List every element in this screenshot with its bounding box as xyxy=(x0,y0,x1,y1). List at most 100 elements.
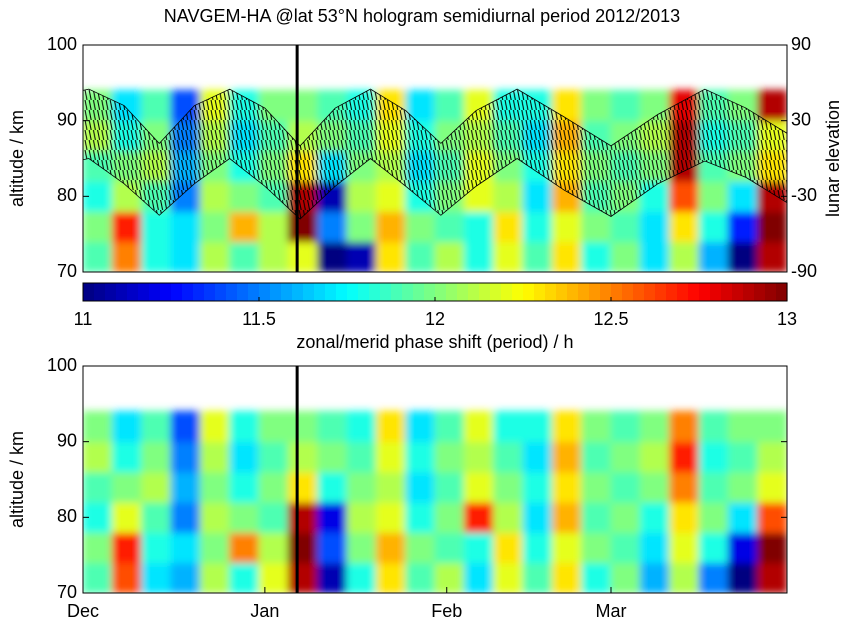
colorbar-step xyxy=(721,283,733,301)
heatmap-cell xyxy=(170,410,201,443)
heatmap-cell xyxy=(287,241,319,272)
heatmap-cell xyxy=(405,501,436,533)
colorbar-step xyxy=(347,283,359,301)
heatmap-cell xyxy=(141,501,172,533)
heatmap-cell xyxy=(111,501,143,533)
colorbar-tick-label: 12 xyxy=(425,309,445,329)
heatmap-cell xyxy=(405,441,436,473)
heatmap-cell xyxy=(698,410,729,443)
heatmap-cell xyxy=(199,562,231,593)
colorbar-step xyxy=(589,283,601,301)
colorbar-step xyxy=(270,283,282,301)
heatmap-cell xyxy=(493,471,524,503)
heatmap-cell xyxy=(463,210,495,243)
heatmap-cell xyxy=(405,210,436,243)
heatmap-cell xyxy=(375,531,407,564)
heatmap-cell xyxy=(434,471,465,503)
y-tick-label: 90 xyxy=(57,109,77,129)
heatmap-cell xyxy=(639,562,671,593)
heatmap-cell xyxy=(346,562,377,593)
heatmap-cell xyxy=(698,531,729,564)
y-axis-label: altitude / km xyxy=(7,110,27,207)
heatmap-cell xyxy=(199,531,231,564)
heatmap-cell xyxy=(375,562,407,593)
colorbar-step xyxy=(545,283,557,301)
heatmap-cell xyxy=(287,562,319,593)
heatmap-cell xyxy=(522,501,553,533)
heatmap-cell xyxy=(698,441,729,473)
heatmap-cell xyxy=(669,410,700,443)
colorbar-step xyxy=(380,283,392,301)
heatmap-cell xyxy=(405,410,436,443)
heatmap-cell xyxy=(317,241,348,272)
heatmap-cell xyxy=(258,501,289,533)
y-tick-label: 70 xyxy=(57,261,77,281)
heatmap-cell xyxy=(669,210,700,243)
colorbar-step xyxy=(369,283,381,301)
colorbar-step xyxy=(160,283,172,301)
heatmap-cell xyxy=(434,410,465,443)
colorbar-tick-label: 12.5 xyxy=(593,309,628,329)
plot-frame xyxy=(82,44,788,273)
heatmap-cell xyxy=(669,241,700,272)
heatmap-cell xyxy=(258,441,289,473)
colorbar-step xyxy=(292,283,304,301)
heatmap-cell xyxy=(258,531,289,564)
heatmap-cell xyxy=(669,501,700,533)
colorbar-step xyxy=(556,283,568,301)
heatmap-cell xyxy=(229,531,260,564)
heatmap-cell xyxy=(581,210,612,243)
heatmap-cell xyxy=(639,410,671,443)
heatmap-cell xyxy=(610,562,641,593)
heatmap-cell xyxy=(493,210,524,243)
chart-title: NAVGEM-HA @lat 53°N hologram semidiurnal… xyxy=(164,6,680,26)
colorbar-step xyxy=(754,283,766,301)
heatmap-cell xyxy=(83,562,113,593)
heatmap-cell xyxy=(581,441,612,473)
heatmap-cell xyxy=(199,501,231,533)
x-tick-label: Mar xyxy=(596,601,627,621)
heatmap-cell xyxy=(610,501,641,533)
y-tick-label: 80 xyxy=(57,185,77,205)
colorbar-step xyxy=(512,283,524,301)
heatmap-cell xyxy=(493,562,524,593)
heatmap-cell xyxy=(669,562,700,593)
heatmap-cell xyxy=(610,471,641,503)
heatmap-clip xyxy=(83,88,787,272)
heatmap-cell xyxy=(346,410,377,443)
heatmap-cell xyxy=(493,441,524,473)
colorbar-step xyxy=(83,283,95,301)
colorbar-step xyxy=(94,283,106,301)
y-tick-label: 70 xyxy=(57,582,77,602)
heatmap-cell xyxy=(698,471,729,503)
heatmap-cell xyxy=(170,471,201,503)
heatmap-cell xyxy=(522,441,553,473)
heatmap-cell xyxy=(170,501,201,533)
heatmap-cell xyxy=(727,562,759,593)
heatmap-cell xyxy=(199,471,231,503)
colorbar-step xyxy=(325,283,337,301)
heatmap-cell xyxy=(287,531,319,564)
heatmap-cell xyxy=(727,441,759,473)
heatmap-cell xyxy=(375,210,407,243)
heatmap-cell xyxy=(757,562,787,593)
heatmap-cell xyxy=(111,210,143,243)
colorbar-step xyxy=(204,283,216,301)
y-axis-label: altitude / km xyxy=(7,431,27,528)
colorbar-step xyxy=(116,283,128,301)
heatmap-cell xyxy=(581,531,612,564)
heatmap-cell xyxy=(639,531,671,564)
y2-tick-label: -90 xyxy=(791,261,817,281)
heatmap-cell xyxy=(669,531,700,564)
heatmap-cell xyxy=(434,501,465,533)
heatmap-cell xyxy=(727,501,759,533)
heatmap-cell xyxy=(405,241,436,272)
colorbar-step xyxy=(193,283,205,301)
heatmap-cell xyxy=(111,441,143,473)
y2-axis-label: lunar elevation xyxy=(823,100,843,217)
heatmap-cell xyxy=(493,180,524,212)
heatmap-cell xyxy=(287,89,319,122)
heatmap-cell xyxy=(463,562,495,593)
heatmap-cell xyxy=(346,180,377,212)
heatmap-cell xyxy=(727,180,759,212)
